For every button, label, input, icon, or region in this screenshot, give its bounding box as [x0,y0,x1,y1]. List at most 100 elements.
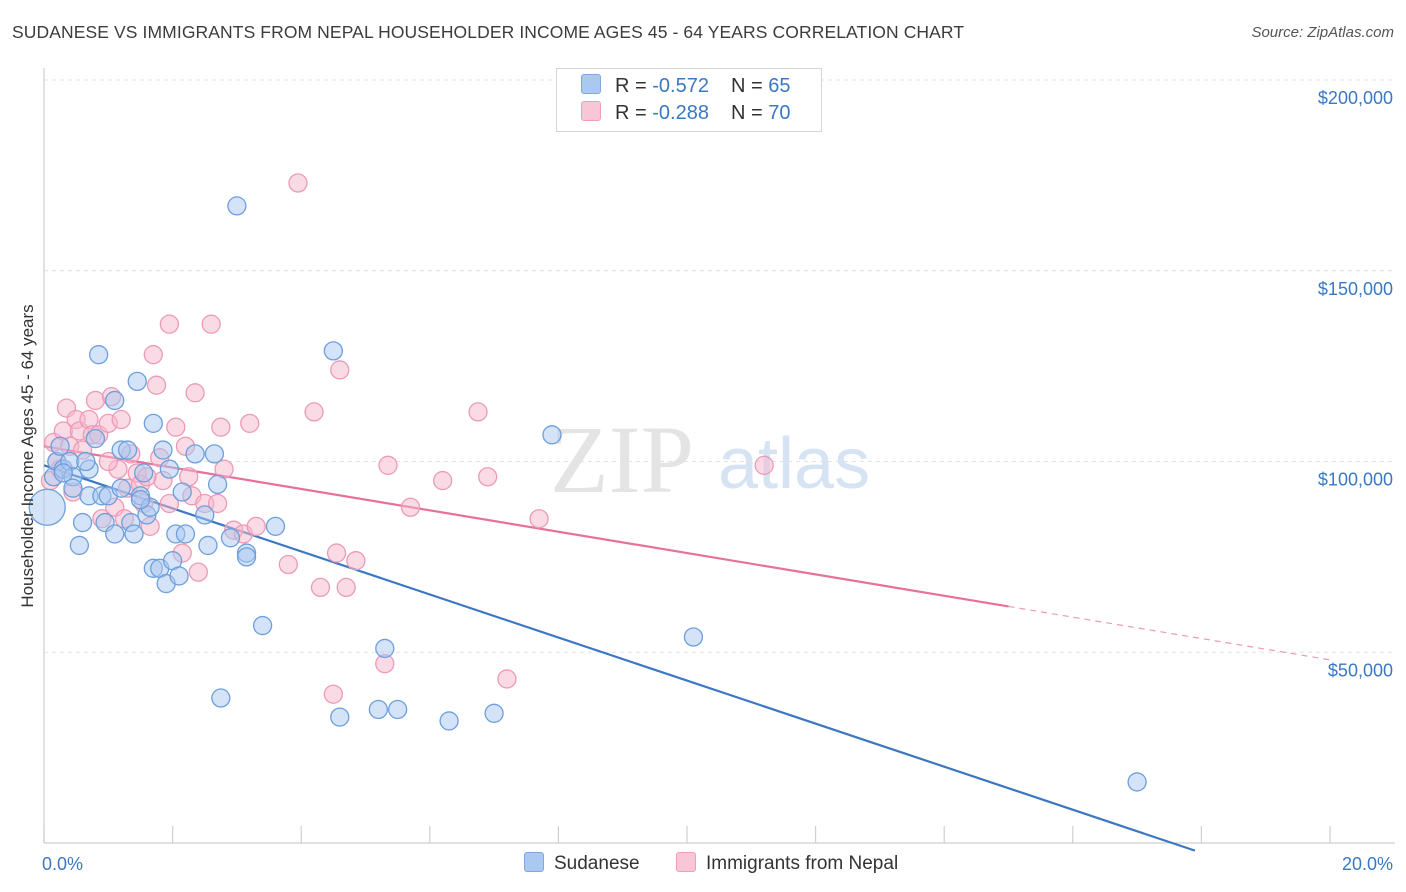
data-point-nepal [310,577,331,598]
data-point-sudanese [1127,772,1147,792]
data-point-nepal [478,467,498,487]
data-point-nepal [246,516,266,537]
data-point-nepal [159,493,180,514]
data-point-nepal [433,470,453,491]
data-point-sudanese [207,474,228,495]
legend-r-value: -0.288 [652,102,709,124]
data-point-nepal [754,455,774,475]
data-point-nepal [143,345,163,365]
bottom-legend-sudanese: Sudanese [524,852,640,875]
x-tick-label-min: 0.0% [42,854,83,874]
data-point-nepal [98,451,118,472]
data-point-nepal [304,402,324,422]
data-point-nepal [468,402,488,422]
data-point-sudanese [111,478,131,498]
trend-line-nepal [43,445,1009,608]
data-point-nepal [323,684,344,704]
data-point-sudanese [185,444,205,464]
legend-r-label: R = [615,102,653,124]
data-point-sudanese [69,535,90,556]
trend-line-extension-nepal [1008,605,1331,661]
data-point-nepal [240,413,260,434]
data-point-sudanese [143,413,163,434]
tick-labels: $50,000 $100,000 $150,000 $200,000 0.0% 20.0% [42,88,1393,874]
legend-n-label: N = [730,75,769,97]
data-point-nepal [529,509,549,529]
data-point-sudanese [127,371,147,392]
data-point-sudanese [117,440,138,460]
legend-n-value: 70 [768,102,791,124]
data-point-sudanese [159,459,180,479]
watermark-zip: ZIP [550,406,694,513]
data-point-sudanese [323,341,344,361]
data-point-sudanese [195,505,215,525]
data-point-sudanese [542,425,562,445]
data-point-sudanese [265,516,286,537]
bottom-legend-swatch-sudanese [524,852,544,872]
data-point-sudanese [236,547,257,567]
data-point-sudanese [375,638,395,659]
data-point-nepal [288,173,308,193]
y-tick-label-3: $200,000 [1318,88,1393,108]
data-point-sudanese [330,707,350,727]
data-point-sudanese [124,524,144,544]
data-point-sudanese [130,489,151,510]
data-point-sudanese [368,699,389,720]
data-point-nepal [166,417,186,437]
legend-row-sudanese: R = -0.572 N = 65 [581,74,790,100]
correlation-legend: R = -0.572 N = 65 R = -0.288 N = 70 [556,68,822,132]
data-point-nepal [111,409,131,430]
data-point-sudanese [153,440,173,460]
data-point-nepal [188,562,208,582]
watermark-atlas: atlas [718,424,870,504]
data-points [28,173,1147,792]
data-point-sudanese [220,528,241,548]
data-point-sudanese [72,512,93,533]
data-point-sudanese [484,703,504,723]
data-point-nepal [378,455,398,475]
data-point-nepal [330,360,350,380]
data-point-sudanese [134,463,154,483]
data-point-sudanese [198,535,218,556]
data-point-nepal [278,554,298,575]
data-point-sudanese [227,196,247,216]
data-point-nepal [146,375,167,395]
trend-line-sudanese [43,464,1196,852]
legend-row-nepal: R = -0.288 N = 70 [581,101,790,127]
y-tick-label-2: $150,000 [1318,279,1393,299]
data-point-sudanese [175,524,196,544]
data-point-sudanese [89,345,109,365]
data-point-sudanese [387,699,408,720]
data-point-sudanese [683,627,704,647]
data-point-nepal [326,543,347,563]
data-point-sudanese [105,524,125,544]
bottom-legend-label-nepal: Immigrants from Nepal [706,853,899,874]
legend-r-value: -0.572 [652,75,709,97]
chart-title: SUDANESE VS IMMIGRANTS FROM NEPAL HOUSEH… [12,22,965,42]
data-point-nepal [159,314,180,334]
legend-n-value: 65 [768,75,791,97]
data-point-sudanese [105,390,125,411]
data-point-sudanese [28,488,66,526]
data-point-sudanese [172,482,192,502]
data-point-nepal [336,577,356,598]
data-point-sudanese [439,711,459,731]
x-tick-label-max: 20.0% [1342,854,1393,874]
data-point-nepal [185,383,205,403]
data-point-sudanese [169,566,189,586]
data-point-nepal [207,493,228,514]
bottom-legend-swatch-nepal [676,852,696,872]
legend-r-label: R = [615,75,653,97]
watermark: ZIP atlas [550,406,870,513]
data-point-sudanese [53,463,73,483]
data-point-nepal [400,497,421,517]
data-point-sudanese [252,615,273,636]
data-point-sudanese [85,428,106,449]
data-point-sudanese [211,688,231,708]
data-point-nepal [211,417,231,437]
data-point-nepal [201,314,221,334]
legend-swatch-nepal [581,101,601,121]
data-point-nepal [346,551,366,571]
data-point-nepal [85,390,106,411]
